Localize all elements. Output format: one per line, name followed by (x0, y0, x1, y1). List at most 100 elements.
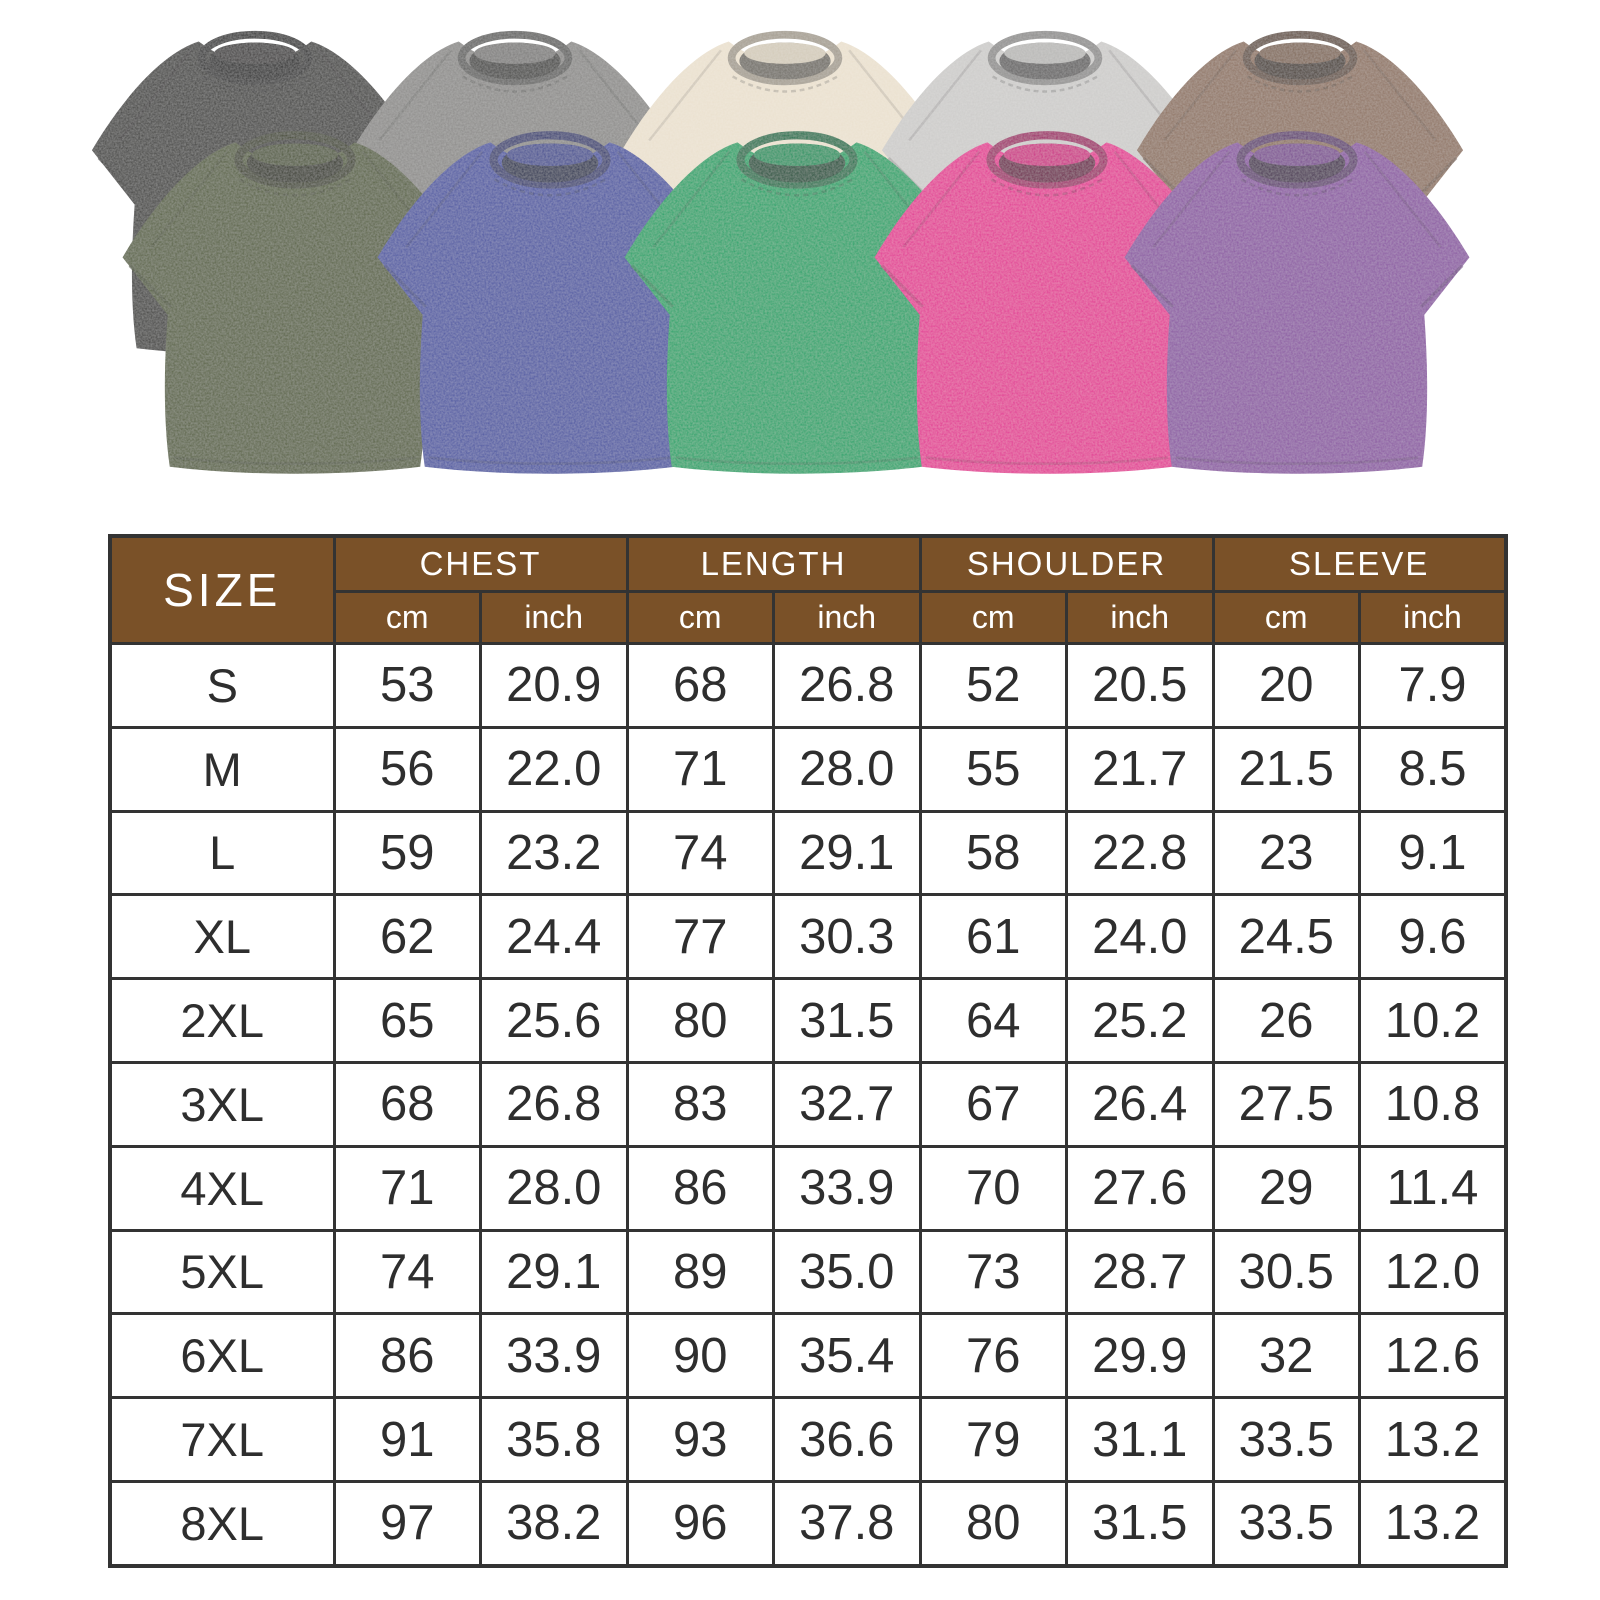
length-cm-cell: 89 (625, 1228, 775, 1316)
shoulder-header: SHOULDER (918, 534, 1215, 593)
group-header-row: SIZE CHEST LENGTH SHOULDER SLEEVE (108, 534, 1508, 645)
size-label: L (108, 809, 336, 897)
length-header: LENGTH (625, 534, 922, 593)
shoulder-inch-cell: 26.4 (1065, 1060, 1215, 1148)
length-cm-cell: 77 (625, 893, 775, 981)
size-row-m: M 56 22.0 71 28.0 55 21.7 21.5 8.5 (108, 725, 1508, 813)
chest-inch-cell: 22.0 (479, 725, 629, 813)
sleeve-cm-cell: 27.5 (1211, 1060, 1361, 1148)
sleeve-inch-cell: 11.4 (1358, 1144, 1508, 1232)
unit-header-inch: inch (1358, 590, 1508, 645)
size-label: 7XL (108, 1396, 336, 1483)
length-cm-cell: 93 (625, 1396, 775, 1483)
chest-cm-cell: 56 (332, 725, 482, 813)
sleeve-inch-cell: 13.2 (1358, 1479, 1508, 1568)
shoulder-inch-cell: 29.9 (1065, 1312, 1215, 1400)
sleeve-inch-cell: 10.2 (1358, 977, 1508, 1064)
length-inch-cell: 35.0 (772, 1228, 922, 1316)
size-label: 6XL (108, 1312, 336, 1400)
size-column-header: SIZE (108, 534, 336, 645)
length-inch-cell: 36.6 (772, 1396, 922, 1483)
sleeve-inch-cell: 13.2 (1358, 1396, 1508, 1483)
unit-header-cm: cm (918, 590, 1068, 645)
size-row-7xl: 7XL 91 35.8 93 36.6 79 31.1 33.5 13.2 (108, 1396, 1508, 1483)
length-inch-cell: 30.3 (772, 893, 922, 981)
sleeve-inch-cell: 12.6 (1358, 1312, 1508, 1400)
shoulder-inch-cell: 20.5 (1065, 642, 1215, 729)
sleeve-cm-cell: 30.5 (1211, 1228, 1361, 1316)
sleeve-inch-cell: 10.8 (1358, 1060, 1508, 1148)
size-row-3xl: 3XL 68 26.8 83 32.7 67 26.4 27.5 10.8 (108, 1060, 1508, 1148)
chest-inch-cell: 29.1 (479, 1228, 629, 1316)
shoulder-inch-cell: 31.1 (1065, 1396, 1215, 1483)
size-row-5xl: 5XL 74 29.1 89 35.0 73 28.7 30.5 12.0 (108, 1228, 1508, 1316)
sleeve-cm-cell: 24.5 (1211, 893, 1361, 981)
shoulder-cm-cell: 79 (918, 1396, 1068, 1483)
shoulder-cm-cell: 58 (918, 809, 1068, 897)
size-label: M (108, 725, 336, 813)
unit-header-inch: inch (772, 590, 922, 645)
shoulder-cm-cell: 73 (918, 1228, 1068, 1316)
chest-cm-cell: 59 (332, 809, 482, 897)
sleeve-cm-cell: 26 (1211, 977, 1361, 1064)
size-row-6xl: 6XL 86 33.9 90 35.4 76 29.9 32 12.6 (108, 1312, 1508, 1400)
sleeve-inch-cell: 8.5 (1358, 725, 1508, 813)
chest-cm-cell: 97 (332, 1479, 482, 1568)
chest-inch-cell: 25.6 (479, 977, 629, 1064)
sleeve-header: SLEEVE (1211, 534, 1508, 593)
shoulder-inch-cell: 24.0 (1065, 893, 1215, 981)
length-inch-cell: 31.5 (772, 977, 922, 1064)
size-label: 5XL (108, 1228, 336, 1316)
shoulder-cm-cell: 76 (918, 1312, 1068, 1400)
unit-header-inch: inch (479, 590, 629, 645)
chest-inch-cell: 28.0 (479, 1144, 629, 1232)
sleeve-cm-cell: 20 (1211, 642, 1361, 729)
sleeve-inch-cell: 7.9 (1358, 642, 1508, 729)
size-label: XL (108, 893, 336, 981)
chest-cm-cell: 65 (332, 977, 482, 1064)
chest-cm-cell: 71 (332, 1144, 482, 1232)
length-cm-cell: 96 (625, 1479, 775, 1568)
shoulder-inch-cell: 27.6 (1065, 1144, 1215, 1232)
shoulder-cm-cell: 67 (918, 1060, 1068, 1148)
sleeve-cm-cell: 33.5 (1211, 1479, 1361, 1568)
chest-cm-cell: 62 (332, 893, 482, 981)
shoulder-cm-cell: 55 (918, 725, 1068, 813)
length-cm-cell: 83 (625, 1060, 775, 1148)
length-inch-cell: 26.8 (772, 642, 922, 729)
length-cm-cell: 71 (625, 725, 775, 813)
size-label: S (108, 642, 336, 729)
size-chart-table: SIZE CHEST LENGTH SHOULDER SLEEVE cm inc… (108, 534, 1508, 1568)
size-row-8xl: 8XL 97 38.2 96 37.8 80 31.5 33.5 13.2 (108, 1479, 1508, 1568)
length-cm-cell: 74 (625, 809, 775, 897)
sleeve-cm-cell: 32 (1211, 1312, 1361, 1400)
size-label: 2XL (108, 977, 336, 1064)
shoulder-cm-cell: 52 (918, 642, 1068, 729)
chest-header: CHEST (332, 534, 629, 593)
unit-header-inch: inch (1065, 590, 1215, 645)
size-row-xl: XL 62 24.4 77 30.3 61 24.0 24.5 9.6 (108, 893, 1508, 981)
shoulder-inch-cell: 21.7 (1065, 725, 1215, 813)
shoulder-cm-cell: 64 (918, 977, 1068, 1064)
length-inch-cell: 29.1 (772, 809, 922, 897)
unit-header-cm: cm (332, 590, 482, 645)
sleeve-cm-cell: 23 (1211, 809, 1361, 897)
size-chart-header: SIZE CHEST LENGTH SHOULDER SLEEVE cm inc… (108, 534, 1508, 645)
shoulder-cm-cell: 80 (918, 1479, 1068, 1568)
chest-inch-cell: 20.9 (479, 642, 629, 729)
size-label: 4XL (108, 1144, 336, 1232)
unit-header-cm: cm (1211, 590, 1361, 645)
length-cm-cell: 86 (625, 1144, 775, 1232)
chest-cm-cell: 74 (332, 1228, 482, 1316)
sleeve-cm-cell: 21.5 (1211, 725, 1361, 813)
chest-cm-cell: 86 (332, 1312, 482, 1400)
chest-cm-cell: 91 (332, 1396, 482, 1483)
chest-inch-cell: 38.2 (479, 1479, 629, 1568)
size-label: 8XL (108, 1479, 336, 1568)
chest-inch-cell: 35.8 (479, 1396, 629, 1483)
shoulder-inch-cell: 22.8 (1065, 809, 1215, 897)
chest-cm-cell: 53 (332, 642, 482, 729)
shoulder-inch-cell: 25.2 (1065, 977, 1215, 1064)
sleeve-inch-cell: 9.1 (1358, 809, 1508, 897)
